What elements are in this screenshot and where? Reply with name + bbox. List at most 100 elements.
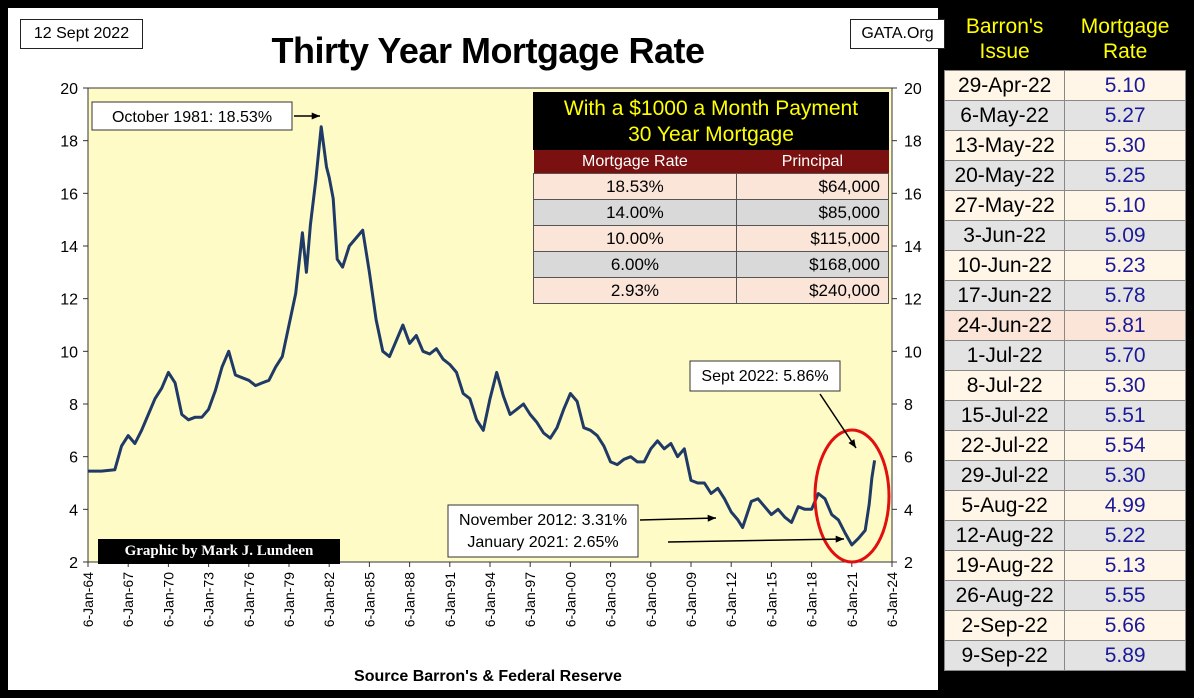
payment-principal: $168,000 — [735, 251, 890, 278]
col-rate-line1: Mortgage — [1080, 15, 1170, 38]
y-tick-label-left: 20 — [60, 81, 78, 98]
x-tick-label: 6-Jan-76 — [241, 572, 257, 627]
col-issue-line1: Barron's — [965, 15, 1044, 38]
y-tick-label-right: 16 — [904, 186, 922, 203]
issue-date: 6-May-22 — [943, 100, 1066, 131]
site-label: GATA.Org — [850, 19, 945, 49]
issue-date: 12-Aug-22 — [943, 520, 1066, 551]
y-tick-label-left: 14 — [60, 239, 78, 256]
x-tick-label: 6-Jan-09 — [683, 572, 699, 627]
col-issue-line2: Issue — [979, 40, 1030, 63]
mortgage-rate-value: 5.89 — [1064, 640, 1186, 671]
date-label: 12 Sept 2022 — [20, 19, 143, 49]
mortgage-rate-value: 5.13 — [1064, 550, 1186, 581]
y-tick-label-right: 14 — [904, 239, 922, 256]
payment-heading-line1: With a $1000 a Month Payment — [563, 97, 859, 120]
rate-table-row: 29-Jul-22 5.30 — [943, 460, 1186, 491]
mortgage-rate-value: 5.10 — [1064, 70, 1186, 101]
col-rate-line2: Rate — [1102, 40, 1148, 63]
payment-row: 2.93% $240,000 — [533, 277, 890, 304]
y-tick-label-left: 2 — [69, 555, 78, 572]
y-tick-label-left: 16 — [60, 186, 78, 203]
mortgage-rate-value: 5.51 — [1064, 400, 1186, 431]
y-tick-label-right: 18 — [904, 134, 922, 151]
x-tick-label: 6-Jan-73 — [201, 572, 217, 627]
issue-date: 10-Jun-22 — [943, 250, 1066, 281]
mortgage-rate-value: 5.30 — [1064, 130, 1186, 161]
x-tick-label: 6-Jan-00 — [562, 572, 578, 627]
annotation-lows-text: January 2021: 2.65% — [467, 534, 618, 551]
issue-date: 2-Sep-22 — [943, 610, 1066, 641]
payment-rate: 6.00% — [533, 251, 737, 278]
x-tick-label: 6-Jan-82 — [321, 572, 337, 627]
issue-date: 24-Jun-22 — [943, 310, 1066, 341]
x-tick-label: 6-Jan-67 — [120, 572, 136, 627]
issue-date: 1-Jul-22 — [943, 340, 1066, 371]
annotation-oct-1981-text: October 1981: 18.53% — [112, 109, 272, 126]
x-tick-label: 6-Jan-91 — [442, 572, 458, 627]
rate-table-col-issue: Barron's Issue — [944, 8, 1065, 71]
rate-table: Barron's Issue Mortgage Rate 29-Apr-22 5.… — [943, 8, 1186, 671]
payment-row: 6.00% $168,000 — [533, 251, 890, 278]
issue-date: 26-Aug-22 — [943, 580, 1066, 611]
rate-table-row: 3-Jun-22 5.09 — [943, 220, 1186, 251]
issue-date: 3-Jun-22 — [943, 220, 1066, 251]
issue-date: 17-Jun-22 — [943, 280, 1066, 311]
issue-date: 27-May-22 — [943, 190, 1066, 221]
rate-table-row: 17-Jun-22 5.78 — [943, 280, 1186, 311]
x-tick-label: 6-Jan-06 — [643, 572, 659, 627]
rate-table-row: 29-Apr-22 5.10 — [943, 70, 1186, 101]
mortgage-rate-value: 5.66 — [1064, 610, 1186, 641]
highlight-circle — [813, 428, 891, 564]
payment-table: With a $1000 a Month Payment 30 Year Mor… — [533, 92, 890, 304]
payment-row: 18.53% $64,000 — [533, 173, 890, 200]
rate-table-row: 13-May-22 5.30 — [943, 130, 1186, 161]
mortgage-rate-value: 5.25 — [1064, 160, 1186, 191]
y-tick-label-left: 4 — [69, 502, 78, 519]
payment-principal: $85,000 — [735, 199, 890, 226]
payment-rate: 2.93% — [533, 277, 737, 304]
payment-rate: 10.00% — [533, 225, 737, 252]
arrow-sept-2022 — [819, 393, 857, 449]
rate-table-row: 5-Aug-22 4.99 — [943, 490, 1186, 521]
issue-date: 22-Jul-22 — [943, 430, 1066, 461]
payment-row: 14.00% $85,000 — [533, 199, 890, 226]
payment-principal: $240,000 — [735, 277, 890, 304]
mortgage-rate-value: 5.27 — [1064, 100, 1186, 131]
payment-table-heading: With a $1000 a Month Payment 30 Year Mor… — [533, 92, 889, 150]
rate-table-body: 29-Apr-22 5.10 6-May-22 5.27 13-May-22 5.30 20… — [943, 70, 1186, 671]
mortgage-rate-value: 5.78 — [1064, 280, 1186, 311]
annotation-sept-2022-box — [689, 360, 841, 392]
x-tick-label: 6-Jan-85 — [361, 572, 377, 627]
mortgage-rate-value: 5.22 — [1064, 520, 1186, 551]
rate-table-row: 15-Jul-22 5.51 — [943, 400, 1186, 431]
payment-col-principal: Principal — [736, 150, 889, 174]
arrow-nov-2012 — [639, 517, 717, 521]
issue-date: 20-May-22 — [943, 160, 1066, 191]
mortgage-rate-value: 5.09 — [1064, 220, 1186, 251]
issue-date: 8-Jul-22 — [943, 370, 1066, 401]
annotation-lows-text: November 2012: 3.31% — [459, 512, 627, 529]
rate-table-row: 26-Aug-22 5.55 — [943, 580, 1186, 611]
mortgage-rate-value: 5.10 — [1064, 190, 1186, 221]
issue-date: 9-Sep-22 — [943, 640, 1066, 671]
issue-date: 29-Jul-22 — [943, 460, 1066, 491]
y-tick-label-right: 12 — [904, 292, 922, 309]
mortgage-rate-value: 5.54 — [1064, 430, 1186, 461]
rate-table-row: 20-May-22 5.25 — [943, 160, 1186, 191]
mortgage-rate-value: 5.70 — [1064, 340, 1186, 371]
y-tick-label-right: 8 — [904, 397, 913, 414]
annotation-oct-1981-box — [91, 101, 293, 131]
credit-label: Graphic by Mark J. Lundeen — [98, 539, 340, 564]
chart-panel: 2 2 4 4 6 6 8 8 10 10 12 12 14 14 16 16 18 18 20 20 6-Jan-64… — [8, 8, 945, 690]
arrow-jan-2021-head — [835, 535, 844, 543]
y-tick-label-left: 18 — [60, 134, 78, 151]
x-tick-label: 6-Jan-24 — [884, 572, 900, 627]
x-tick-label: 6-Jan-64 — [80, 572, 96, 627]
y-tick-label-left: 8 — [69, 397, 78, 414]
mortgage-rate-value: 5.30 — [1064, 370, 1186, 401]
x-tick-label: 6-Jan-18 — [804, 572, 820, 627]
y-tick-label-left: 6 — [69, 450, 78, 467]
arrow-sept-2022-head — [848, 439, 856, 448]
rate-table-col-rate: Mortgage Rate — [1064, 8, 1186, 71]
